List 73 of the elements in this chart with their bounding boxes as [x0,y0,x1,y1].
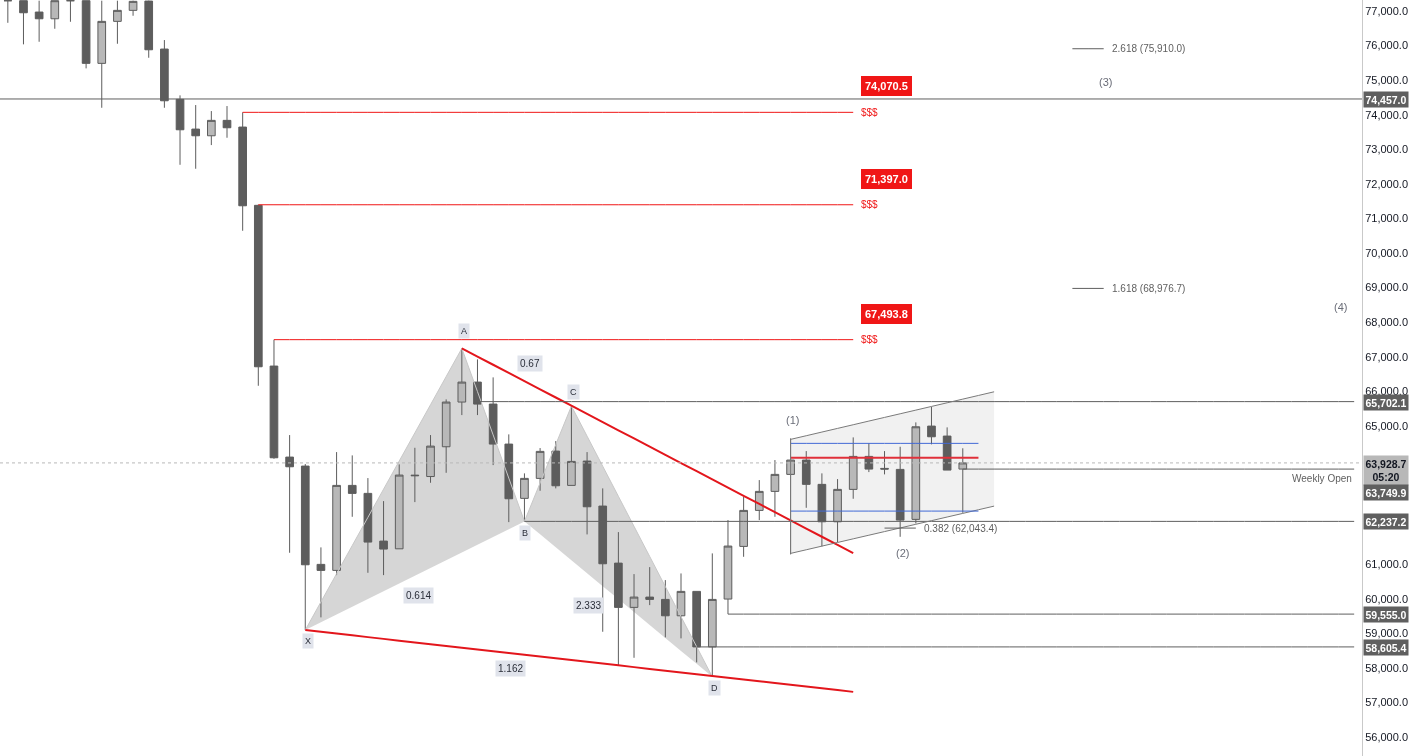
data-label: 67,493.8 [861,304,912,324]
candlestick [19,0,28,45]
candlestick [81,0,91,69]
y-tick-label: 75,000.0 [1365,74,1409,87]
series-label: 0.382 (62,043.4) [924,523,998,534]
candlestick [551,440,561,489]
series-label: Weekly Open [1292,473,1352,484]
candlestick [676,572,686,639]
data-label: 65,702.1 [1363,394,1409,411]
y-tick-label: 68,000.0 [1365,316,1409,329]
candlestick [801,450,811,509]
candlestick [629,573,639,659]
candlestick [927,406,936,445]
y-tick-label: 67,000.0 [1365,350,1409,363]
y-tick-label: 59,000.0 [1365,627,1409,640]
y-tick-label: 65,000.0 [1365,419,1409,432]
candlestick [285,434,294,554]
line-series [304,629,855,693]
y-tick-label: 73,000.0 [1365,143,1409,156]
candlestick [238,111,247,232]
y-tick-label: 57,000.0 [1365,696,1409,709]
candlestick [410,447,420,503]
candlestick [300,463,310,631]
series-label: $$$ [861,107,878,118]
y-tick-label: 72,000.0 [1365,177,1409,190]
candlestick [144,0,154,59]
data-label: 74,070.5 [861,76,912,96]
data-label: 71,397.0 [861,169,912,189]
candlestick [222,105,232,139]
candlestick [34,0,44,43]
candlestick [520,472,529,522]
series-label: $$$ [861,199,878,210]
annotation: X [302,633,314,649]
candlestick [614,531,623,666]
y-tick-label: 71,000.0 [1365,212,1409,225]
annotation: B [519,525,531,541]
annotation: A [458,323,470,339]
y-tick-label: 74,000.0 [1365,108,1409,121]
y-tick-label: 77,000.0 [1365,4,1409,17]
candlestick [504,433,514,523]
candlestick [661,579,670,638]
series-label: $$$ [861,334,878,345]
series-label: 2.618 (75,910.0) [1112,43,1186,54]
candlestick [113,0,122,45]
y-tick-label: 56,000.0 [1365,730,1409,743]
annotation: (2) [896,547,910,559]
candlestick [645,566,655,606]
candlestick [379,500,388,576]
y-tick-label: 60,000.0 [1365,592,1409,605]
candlestick [3,0,13,24]
candlestick [363,477,373,574]
candlestick [394,463,404,550]
candlestick [347,454,357,518]
candlestick [253,204,263,387]
annotation: (1) [786,414,800,426]
series-label: 1.618 (68,976.7) [1112,283,1186,294]
candlestick [50,0,60,30]
candlestick [207,110,216,146]
candlestick [316,546,326,618]
y-tick-label: 76,000.0 [1365,39,1409,52]
annotation: (4) [1334,301,1348,313]
candlestick [269,339,279,460]
line-series [460,347,855,555]
y-tick-label: 69,000.0 [1365,281,1409,294]
y-tick-label: 61,000.0 [1365,558,1409,570]
y-tick-label: 58,000.0 [1365,661,1409,674]
y-tick-label: 70,000.0 [1365,246,1409,259]
candlestick [880,450,889,475]
candlestick [191,104,201,170]
annotation: (3) [1099,76,1113,88]
candlestick [66,0,75,23]
candlestick [128,0,138,17]
candlestick [457,347,467,416]
